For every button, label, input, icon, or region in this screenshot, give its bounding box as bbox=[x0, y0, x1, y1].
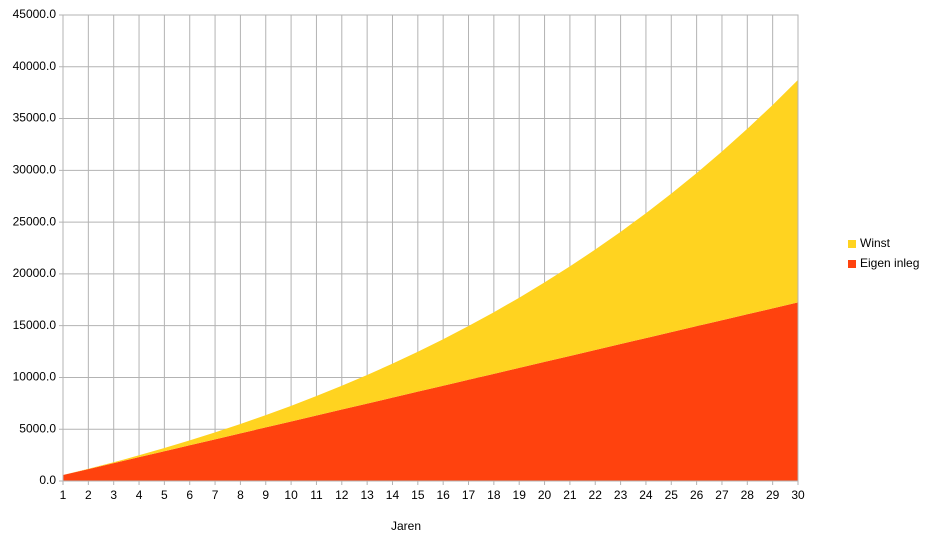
y-tick-label: 10000.0 bbox=[13, 370, 57, 384]
x-tick-label: 4 bbox=[136, 488, 143, 502]
x-tick-label: 23 bbox=[614, 488, 628, 502]
x-tick-label: 9 bbox=[262, 488, 269, 502]
x-tick-label: 7 bbox=[212, 488, 219, 502]
x-tick-label: 18 bbox=[487, 488, 501, 502]
x-tick-label: 8 bbox=[237, 488, 244, 502]
x-tick-label: 30 bbox=[791, 488, 805, 502]
y-tick-label: 40000.0 bbox=[13, 59, 57, 73]
x-tick-label: 22 bbox=[589, 488, 603, 502]
x-tick-label: 5 bbox=[161, 488, 168, 502]
y-tick-label: 20000.0 bbox=[13, 266, 57, 280]
x-tick-label: 13 bbox=[360, 488, 374, 502]
legend-label: Winst bbox=[860, 236, 891, 250]
legend-swatch bbox=[848, 240, 856, 248]
area bbox=[63, 79, 798, 476]
y-tick-label: 35000.0 bbox=[13, 111, 57, 125]
x-tick-label: 14 bbox=[386, 488, 400, 502]
x-tick-label: 19 bbox=[513, 488, 527, 502]
x-tick-label: 11 bbox=[310, 488, 323, 502]
x-tick-label: 16 bbox=[436, 488, 450, 502]
x-axis-label: Jaren bbox=[391, 519, 421, 533]
area bbox=[63, 302, 798, 481]
x-tick-label: 25 bbox=[665, 488, 679, 502]
x-tick-label: 24 bbox=[639, 488, 653, 502]
x-tick-label: 27 bbox=[715, 488, 729, 502]
x-tick-label: 12 bbox=[335, 488, 349, 502]
x-tick-label: 10 bbox=[284, 488, 298, 502]
x-tick-label: 20 bbox=[538, 488, 552, 502]
y-tick-label: 0.0 bbox=[39, 473, 56, 487]
x-tick-label: 2 bbox=[85, 488, 92, 502]
y-tick-label: 25000.0 bbox=[13, 214, 57, 228]
legend-label: Eigen inleg bbox=[860, 256, 919, 270]
x-tick-label: 28 bbox=[741, 488, 755, 502]
x-tick-label: 17 bbox=[462, 488, 476, 502]
x-tick-label: 3 bbox=[110, 488, 117, 502]
y-tick-label: 45000.0 bbox=[13, 7, 57, 21]
x-tick-label: 26 bbox=[690, 488, 704, 502]
x-tick-label: 6 bbox=[186, 488, 193, 502]
plot-border bbox=[62, 14, 799, 482]
x-tick-label: 15 bbox=[411, 488, 425, 502]
y-tick-label: 15000.0 bbox=[13, 318, 57, 332]
y-tick-label: 5000.0 bbox=[19, 421, 56, 435]
x-tick-label: 21 bbox=[563, 488, 577, 502]
legend-swatch bbox=[848, 260, 856, 268]
x-tick-label: 1 bbox=[60, 488, 67, 502]
y-tick-label: 30000.0 bbox=[13, 163, 57, 177]
x-tick-label: 29 bbox=[766, 488, 780, 502]
